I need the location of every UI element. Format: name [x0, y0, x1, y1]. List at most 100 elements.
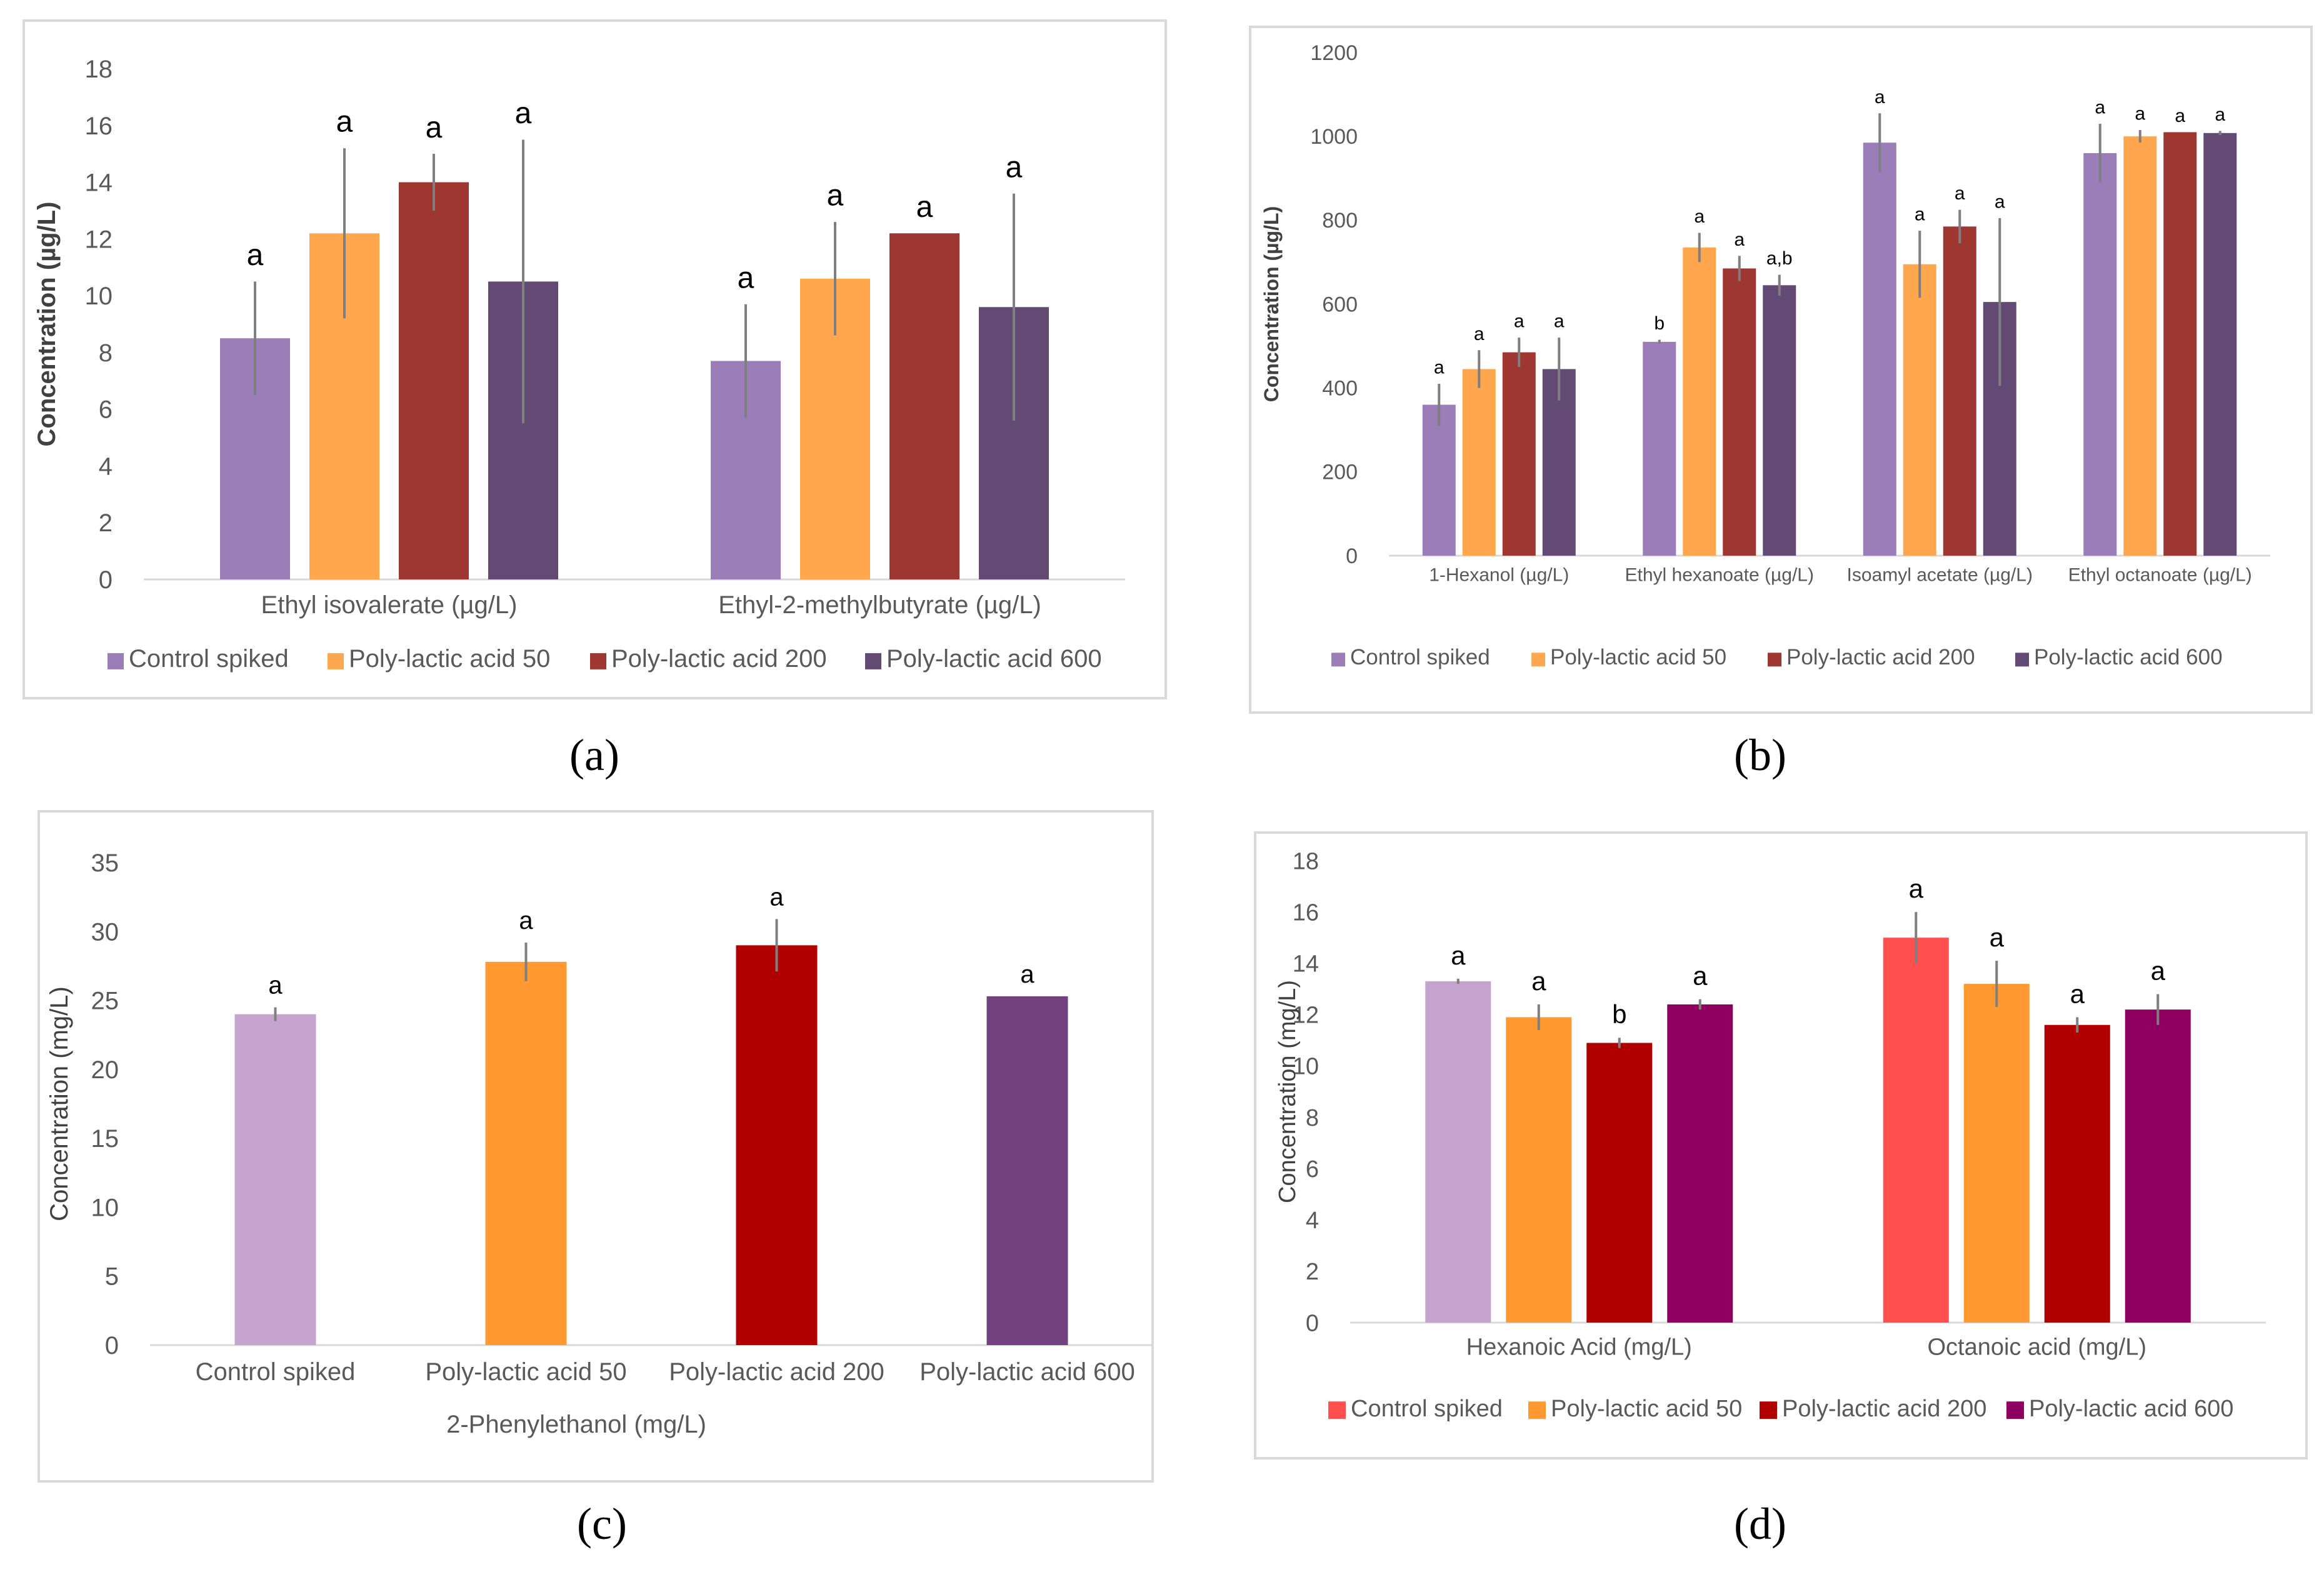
panel-caption: (b): [1734, 730, 1786, 780]
y-tick-label: 4: [99, 453, 113, 480]
y-tick-label: 10: [91, 1194, 119, 1221]
x-category-label: Ethyl hexanoate (µg/L): [1625, 565, 1814, 586]
y-tick-label: 6: [1306, 1156, 1319, 1183]
legend-swatch: [1531, 653, 1545, 667]
significance-letter: a: [1020, 961, 1034, 988]
x-category-label: Isoamyl acetate (µg/L): [1847, 565, 2033, 586]
y-tick-label: 12: [85, 226, 113, 253]
significance-letter: b: [1654, 313, 1665, 334]
panel-caption: (a): [569, 730, 619, 780]
x-category-label: Control spiked: [196, 1358, 356, 1386]
y-tick-label: 30: [91, 918, 119, 946]
x-category-label: Ethyl-2-methylbutyrate (µg/L): [718, 591, 1041, 619]
significance-letter: a: [2095, 98, 2105, 118]
chart-panel-d: 0 2 4 6 8 10 12 14 16 18 Concentration (mg/L) a a b a H…: [1254, 831, 2308, 1549]
significance-letter: a: [1734, 229, 1745, 250]
bar: [1903, 264, 1936, 556]
significance-letter: a: [247, 239, 264, 272]
y-tick-label: 1200: [1310, 41, 1358, 65]
bar: [399, 182, 469, 579]
significance-letter: a: [1474, 324, 1485, 344]
y-tick-label: 400: [1322, 377, 1358, 401]
y-tick-label: 16: [1293, 899, 1319, 926]
significance-letter: a: [1915, 204, 1925, 225]
bar: [1462, 369, 1496, 556]
bar: [2125, 1009, 2191, 1323]
x-category-label: Poly-lactic acid 50: [425, 1358, 626, 1386]
y-tick-label: 2: [99, 509, 113, 537]
significance-letter: a: [2175, 106, 2185, 126]
panel-frame: [23, 19, 1167, 699]
bar: [1422, 404, 1456, 556]
significance-letter: a: [336, 106, 353, 139]
significance-letter: a: [2070, 979, 2085, 1008]
bar: [1502, 352, 1536, 556]
y-tick-label: 15: [91, 1125, 119, 1153]
y-tick-label: 1000: [1310, 125, 1358, 149]
bar: [1863, 143, 1896, 556]
x-axis-title: 2-Phenylethanol (mg/L): [446, 1411, 706, 1438]
legend-swatch: [865, 653, 881, 669]
x-category-label: Hexanoic Acid (mg/L): [1466, 1334, 1692, 1360]
y-tick-label: 600: [1322, 293, 1358, 316]
legend-swatch: [1768, 653, 1781, 667]
significance-letter: a: [827, 179, 844, 213]
legend-swatch: [2006, 1401, 2024, 1419]
y-tick-label: 25: [91, 988, 119, 1015]
significance-letter: a: [519, 907, 533, 934]
bar: [986, 996, 1068, 1345]
y-tick-label: 5: [105, 1263, 119, 1291]
significance-letter: a: [769, 883, 784, 911]
x-category-label: Ethyl isovalerate (µg/L): [261, 591, 518, 619]
panel-caption: (d): [1734, 1499, 1786, 1549]
legend-label: Poly-lactic acid 600: [2034, 645, 2223, 669]
y-tick-label: 0: [1346, 544, 1358, 568]
y-tick-label: 35: [91, 849, 119, 877]
bar: [234, 1014, 316, 1345]
legend-label: Poly-lactic acid 200: [1782, 1396, 1986, 1422]
x-category-label: Poly-lactic acid 200: [669, 1358, 884, 1386]
bar: [2123, 136, 2157, 556]
panel-caption: (c): [577, 1499, 627, 1549]
significance-letter: a: [1694, 206, 1705, 227]
y-tick-label: 18: [1293, 848, 1319, 874]
significance-letter: b: [1612, 999, 1626, 1029]
legend-label: Poly-lactic acid 50: [1550, 645, 1726, 669]
legend-swatch: [1328, 1401, 1346, 1419]
y-tick-label: 16: [85, 113, 113, 140]
significance-letter: a: [1514, 311, 1525, 332]
significance-letter: a: [1531, 966, 1546, 996]
y-tick-label: 6: [99, 396, 113, 424]
bar: [2044, 1024, 2110, 1323]
legend-label: Poly-lactic acid 50: [349, 645, 550, 673]
bar: [1943, 226, 1976, 556]
y-tick-label: 8: [99, 339, 113, 367]
legend-label: Control spiked: [1351, 1396, 1503, 1422]
significance-letter: a: [2215, 104, 2225, 125]
significance-letter: a: [1451, 941, 1466, 970]
legend-swatch: [2015, 653, 2029, 667]
significance-letter: a: [2151, 956, 2166, 985]
legend-swatch: [108, 653, 124, 669]
y-tick-label: 0: [1306, 1310, 1319, 1336]
significance-letter: a: [1434, 357, 1445, 378]
y-tick-label: 2: [1306, 1259, 1319, 1285]
significance-letter: a: [1554, 311, 1565, 332]
chart-panel-c: 0 5 10 15 20 25 30 35 Concentration (mg/L) a Contr…: [38, 810, 1154, 1549]
chart-panel-b: 0 200 400 600 800 1000 1200 Concentration (µg/L…: [1249, 26, 2313, 780]
bar: [485, 961, 567, 1345]
y-tick-label: 20: [91, 1056, 119, 1084]
y-tick-label: 14: [1293, 951, 1319, 978]
bar: [1506, 1017, 1572, 1323]
bar: [1667, 1004, 1733, 1323]
y-tick-label: 10: [85, 283, 113, 310]
bar: [1683, 247, 1716, 556]
y-tick-label: 18: [85, 56, 113, 83]
legend-label: Control spiked: [1350, 645, 1490, 669]
legend-label: Poly-lactic acid 600: [886, 645, 1102, 673]
y-axis-title: Concentration (µg/L): [1260, 206, 1283, 403]
panel-frame: [38, 810, 1154, 1483]
legend-swatch: [1331, 653, 1345, 667]
legend-label: Control spiked: [129, 645, 289, 673]
